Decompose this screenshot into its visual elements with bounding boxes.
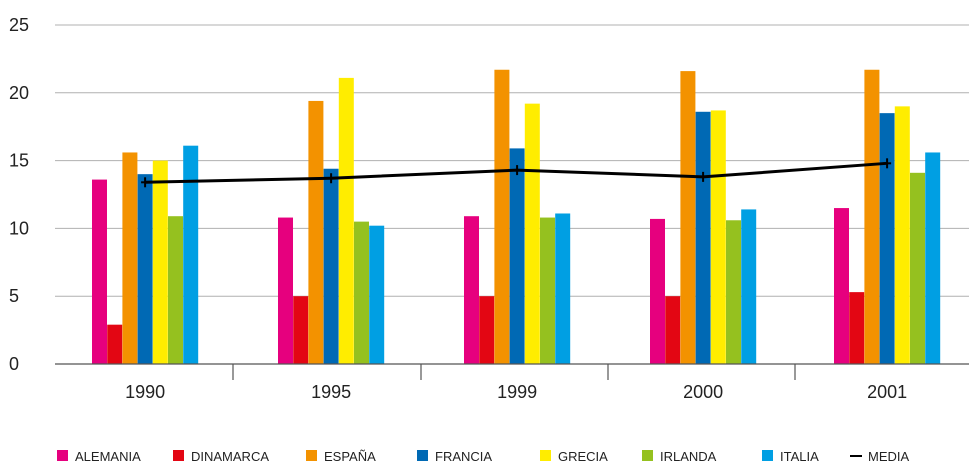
legend-swatch-grecia bbox=[540, 450, 551, 461]
bar-irlanda-1995 bbox=[354, 221, 369, 364]
bar-dinamarca-1990 bbox=[107, 324, 123, 364]
legend-swatch-alemania bbox=[57, 450, 68, 461]
bar-dinamarca-2000 bbox=[665, 296, 681, 364]
x-tick-label: 1990 bbox=[125, 382, 165, 402]
bar-irlanda-2001 bbox=[910, 172, 925, 364]
bar-dinamarca-2001 bbox=[849, 292, 865, 364]
y-tick-label: 5 bbox=[9, 286, 19, 306]
bar-grecia-1990 bbox=[152, 160, 168, 364]
legend-label-espana: ESPAÑA bbox=[324, 449, 376, 464]
bar-italia-1999 bbox=[555, 213, 571, 364]
bar-irlanda-1999 bbox=[540, 217, 555, 364]
y-tick-label: 0 bbox=[9, 354, 19, 374]
media-line bbox=[141, 158, 892, 188]
legend-label-italia: ITALIA bbox=[780, 449, 819, 464]
legend-label-dinamarca: DINAMARCA bbox=[191, 449, 269, 464]
legend-label-media: MEDIA bbox=[868, 449, 910, 464]
bar-alemania-1999 bbox=[464, 216, 479, 364]
bar-francia-1990 bbox=[137, 174, 153, 364]
bar-italia-2000 bbox=[741, 209, 757, 364]
bar-grecia-2000 bbox=[710, 110, 726, 364]
bar-francia-1995 bbox=[323, 168, 339, 364]
bar-espana-1999 bbox=[494, 69, 510, 365]
bar-francia-1999 bbox=[509, 148, 525, 364]
bar-grecia-1995 bbox=[338, 77, 354, 364]
bar-espana-1990 bbox=[122, 152, 138, 364]
bar-dinamarca-1995 bbox=[293, 296, 309, 364]
bar-italia-2001 bbox=[925, 152, 941, 364]
bar-grecia-1999 bbox=[524, 103, 540, 364]
legend-swatch-francia bbox=[417, 450, 428, 461]
legend-label-alemania: ALEMANIA bbox=[75, 449, 141, 464]
legend-label-irlanda: IRLANDA bbox=[660, 449, 717, 464]
bar-espana-2001 bbox=[864, 69, 880, 365]
x-tick-label: 1999 bbox=[497, 382, 537, 402]
bars bbox=[92, 69, 941, 365]
y-tick-label: 20 bbox=[9, 83, 29, 103]
legend: ALEMANIA DINAMARCA ESPAÑA FRANCIA GRECIA IRLA… bbox=[57, 449, 910, 464]
legend-swatch-dinamarca bbox=[173, 450, 184, 461]
bar-alemania-1995 bbox=[278, 217, 293, 364]
bar-dinamarca-1999 bbox=[479, 296, 495, 364]
y-tick-label: 25 bbox=[9, 15, 29, 35]
bar-alemania-1990 bbox=[92, 179, 107, 364]
x-tick-label: 1995 bbox=[311, 382, 351, 402]
y-axis: 0 5 10 15 20 25 bbox=[9, 15, 29, 374]
bar-espana-1995 bbox=[308, 100, 324, 364]
x-tick-label: 2000 bbox=[683, 382, 723, 402]
legend-swatch-irlanda bbox=[642, 450, 653, 461]
bar-italia-1995 bbox=[369, 225, 385, 364]
bar-irlanda-2000 bbox=[726, 220, 741, 364]
bar-italia-1990 bbox=[183, 145, 199, 364]
bar-espana-2000 bbox=[680, 71, 696, 364]
x-tick-label: 2001 bbox=[867, 382, 907, 402]
x-axis: 1990 1995 1999 2000 2001 bbox=[55, 363, 969, 402]
bar-francia-2001 bbox=[879, 113, 895, 364]
legend-label-grecia: GRECIA bbox=[558, 449, 608, 464]
y-tick-label: 10 bbox=[9, 218, 29, 238]
legend-swatch-espana bbox=[306, 450, 317, 461]
bar-alemania-2000 bbox=[650, 218, 665, 364]
bar-irlanda-1990 bbox=[168, 216, 183, 364]
legend-label-francia: FRANCIA bbox=[435, 449, 492, 464]
bar-grecia-2001 bbox=[894, 106, 910, 365]
bar-francia-2000 bbox=[695, 111, 711, 364]
y-tick-label: 15 bbox=[9, 151, 29, 171]
legend-swatch-italia bbox=[762, 450, 773, 461]
bar-alemania-2001 bbox=[834, 208, 849, 364]
